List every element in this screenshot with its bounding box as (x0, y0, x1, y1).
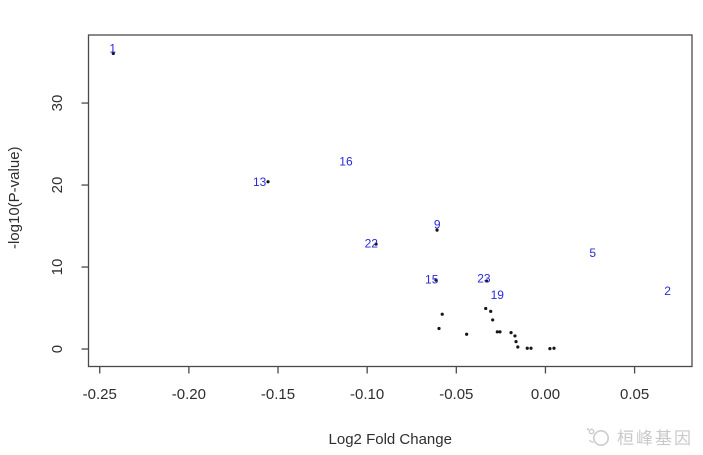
data-point (266, 180, 270, 184)
data-point (514, 340, 518, 344)
data-point (491, 318, 495, 322)
gene-label: 15 (425, 272, 439, 286)
gene-label: 13 (253, 175, 267, 189)
x-axis-tick-label: -0.10 (350, 386, 384, 403)
data-point (484, 306, 488, 311)
data-point (552, 346, 556, 350)
data-point (465, 332, 469, 336)
data-point (529, 346, 533, 350)
y-axis-title: -log10(P-value) (6, 146, 23, 249)
gene-label: 22 (365, 236, 379, 250)
x-axis-tick-label: 0.05 (620, 386, 649, 403)
molecule-logo-icon (586, 428, 609, 446)
gene-label: 5 (589, 246, 596, 260)
data-point (516, 345, 520, 349)
data-point (509, 331, 513, 335)
plot-box (87, 34, 693, 368)
x-axis-tick-label: 0.00 (531, 386, 560, 403)
data-point (489, 309, 493, 313)
data-point (434, 278, 438, 282)
data-point (548, 347, 552, 351)
data-point (435, 228, 439, 232)
data-point (111, 51, 115, 56)
gene-label: 16 (339, 154, 353, 168)
gene-label: 19 (491, 288, 505, 302)
gene-label: 1 (109, 42, 116, 56)
y-axis-tick-label: 20 (49, 177, 66, 194)
data-point (498, 330, 502, 334)
data-point (525, 346, 529, 350)
watermark: 桓峰基因 (586, 423, 693, 449)
data-point (485, 279, 489, 283)
y-axis-tick-label: 0 (49, 345, 66, 353)
x-axis-tick-label: -0.25 (83, 386, 117, 403)
x-axis-tick-label: -0.05 (439, 386, 473, 403)
data-point (374, 242, 378, 246)
x-axis-tick-label: -0.15 (261, 386, 295, 403)
y-axis-tick-label: 30 (49, 95, 66, 112)
data-point (437, 326, 441, 331)
gene-label: 2 (664, 284, 671, 298)
x-axis-tick-label: -0.20 (172, 386, 206, 403)
data-point (495, 330, 499, 334)
data-point (513, 334, 517, 338)
data-point (440, 312, 444, 316)
x-axis-title: Log2 Fold Change (329, 431, 452, 448)
watermark-text: 桓峰基因 (617, 428, 693, 448)
gene-label: 23 (477, 272, 491, 286)
gene-label: 9 (434, 217, 441, 231)
y-axis-tick-label: 10 (49, 259, 66, 276)
